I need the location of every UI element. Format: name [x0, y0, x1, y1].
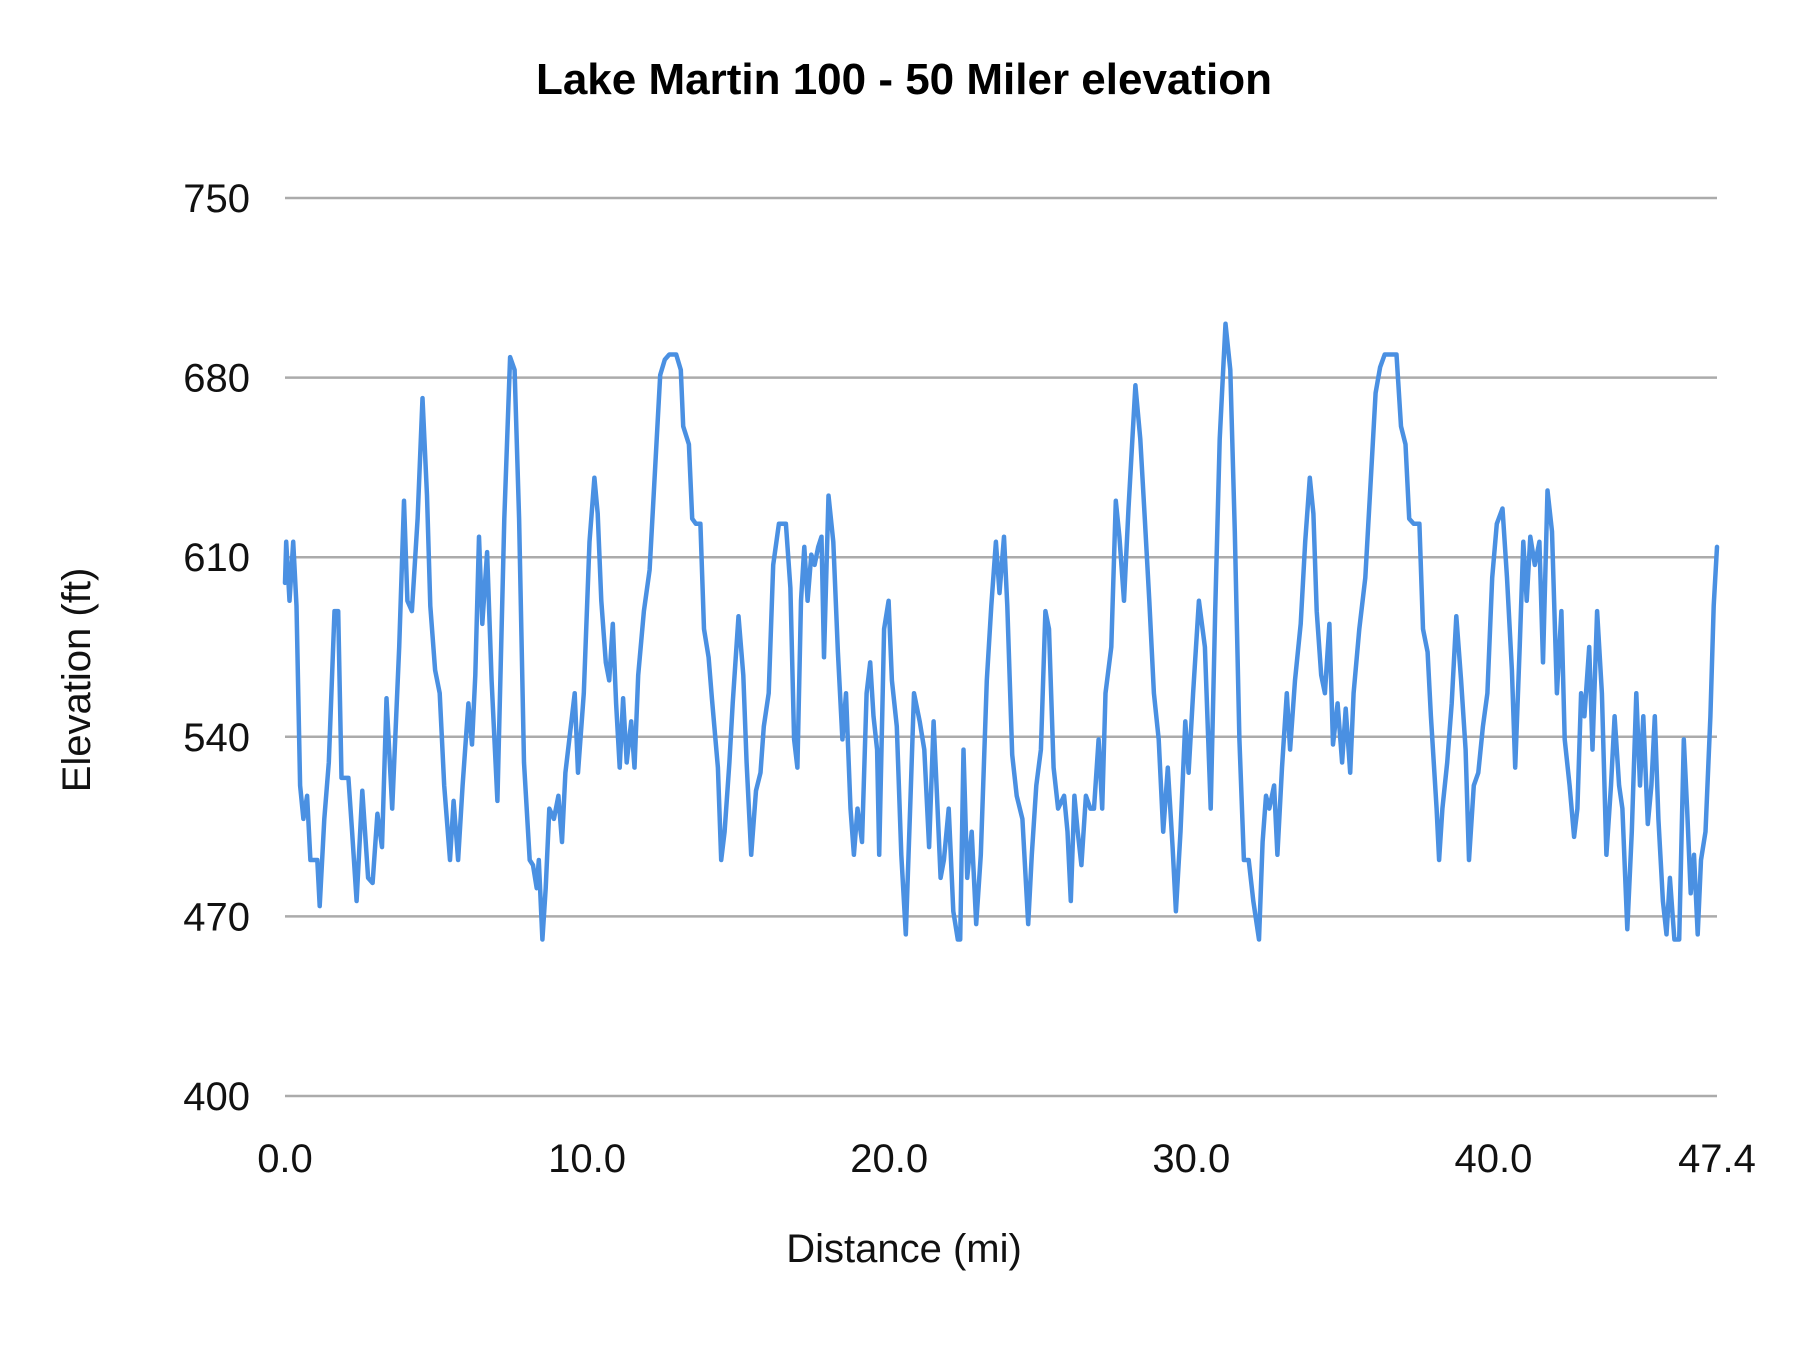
x-tick-label: 47.4 [1678, 1137, 1756, 1181]
y-tick-label: 680 [183, 357, 250, 401]
x-tick-label: 0.0 [257, 1137, 313, 1181]
y-axis-label: Elevation (ft) [55, 568, 99, 793]
y-tick-label: 400 [183, 1075, 250, 1119]
y-axis-ticks: 750 680 610 540 470 400 [183, 177, 250, 1119]
y-tick-label: 540 [183, 716, 250, 760]
x-axis-label: Distance (mi) [786, 1227, 1022, 1271]
y-tick-label: 750 [183, 177, 250, 221]
x-axis-ticks: 0.0 10.0 20.0 30.0 40.0 47.4 [257, 1137, 1756, 1181]
elevation-series-line [282, 321, 1720, 942]
y-tick-label: 470 [183, 895, 250, 939]
x-tick-label: 20.0 [850, 1137, 928, 1181]
x-tick-label: 40.0 [1455, 1137, 1533, 1181]
chart-title: Lake Martin 100 - 50 Miler elevation [536, 55, 1272, 104]
y-tick-label: 610 [183, 536, 250, 580]
x-tick-label: 10.0 [548, 1137, 626, 1181]
x-tick-label: 30.0 [1152, 1137, 1230, 1181]
